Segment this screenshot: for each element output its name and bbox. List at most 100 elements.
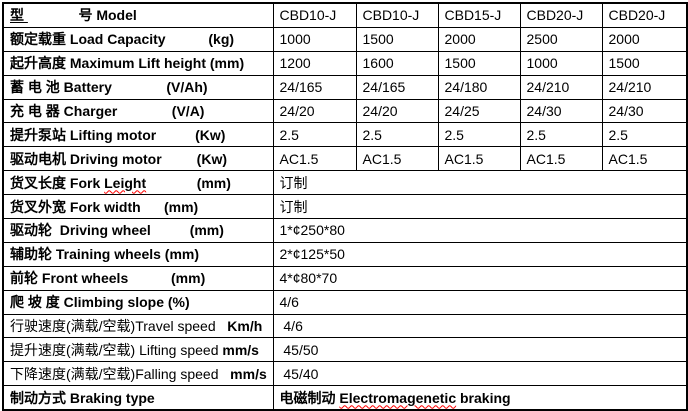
row-label-text: 驱动电机 Driving motor (Kw): [10, 150, 227, 167]
spec-value-cell: 24/20: [272, 98, 357, 124]
row-label-text: 额定载重 Load Capacity (kg): [10, 31, 235, 48]
row-label-text: Km/h: [227, 318, 263, 335]
spec-value-cell: AC1.5: [355, 146, 439, 172]
row-label-cell: 型 号 Model: [2, 2, 274, 28]
spec-value-cell: 24/25: [437, 98, 521, 124]
spec-value-cell: CBD10-J: [355, 2, 439, 28]
table-row: 货叉长度 Fork Leight (mm) 订制: [2, 170, 688, 196]
row-label-cell: 驱动电机 Driving motor (Kw): [2, 146, 274, 172]
spec-value-text: 45/50: [279, 341, 319, 358]
spec-value-cell: 1500: [437, 50, 521, 76]
spec-value-cell: CBD20-J: [519, 2, 603, 28]
spec-value-cell: CBD10-J: [272, 2, 357, 28]
table-row: 额定载重 Load Capacity (kg) 1000 1500 2000 2500 2…: [2, 26, 688, 52]
table-row: 型 号 Model CBD10-J CBD10-J CBD15-J CBD20-J CBD…: [2, 2, 688, 28]
table-row: 驱动轮 Driving wheel (mm) 1*¢250*80: [2, 218, 688, 243]
row-label-cell: 提升速度(满载/空载) Lifting speed mm/s: [2, 337, 274, 363]
table-row: 制动方式 Braking type 电磁制动 Electromagenetic b…: [2, 385, 688, 411]
table-row: 前轮 Front wheels (mm) 4*¢80*70: [2, 265, 688, 291]
table-row: 充 电 器 Charger (V/A) 24/20 24/20 24/25 24/30 2…: [2, 98, 688, 124]
spec-value-cell: 1000: [519, 50, 603, 76]
row-label-text: 蓄 电 池 Battery (V/Ah): [10, 79, 208, 96]
spec-value-cell: 1500: [601, 50, 688, 76]
table-row: 提升泵站 Lifting motor (Kw) 2.5 2.5 2.5 2.5 2.5: [2, 122, 688, 148]
table-row: 爬 坡 度 Climbing slope (%) 4/6: [2, 289, 688, 315]
spec-value-cell: 2.5: [437, 122, 521, 148]
row-label-text: 行驶速度(满载/空载)Travel speed: [10, 318, 228, 335]
spec-value-cell: CBD20-J: [601, 2, 688, 28]
row-label-text: 制动方式 Braking type: [10, 389, 155, 406]
spec-merged-value-cell: 4*¢80*70: [272, 265, 688, 291]
row-label-text: 爬 坡 度 Climbing slope (%): [10, 294, 190, 311]
spec-value-cell: AC1.5: [601, 146, 688, 172]
spec-merged-value-cell: 4/6: [272, 289, 688, 315]
table-row: 辅助轮 Training wheels (mm) 2*¢125*50: [2, 241, 688, 267]
row-label-cell: 行驶速度(满载/空载)Travel speed Km/h: [2, 313, 274, 339]
row-label-cell: 额定载重 Load Capacity (kg): [2, 26, 274, 52]
table-row: 行驶速度(满载/空载)Travel speed Km/h 4/6: [2, 313, 688, 339]
row-label-text: 提升泵站 Lifting motor (Kw): [10, 126, 226, 143]
spec-value-text: 订制: [279, 198, 308, 215]
row-label-cell: 辅助轮 Training wheels (mm): [2, 241, 274, 267]
spec-value-cell: 24/210: [519, 74, 603, 100]
row-label-text: 提升速度(满载/空载) Lifting speed: [10, 341, 223, 358]
row-label-text: 货叉外宽 Fork width (mm): [10, 198, 199, 215]
table-row: 蓄 电 池 Battery (V/Ah) 24/165 24/165 24/180 24…: [2, 74, 688, 100]
row-label-cell: 起升高度 Maximum Lift height (mm): [2, 50, 274, 76]
spec-value-text: 电磁制动: [279, 389, 340, 406]
spec-value-text: 4/6: [279, 318, 303, 335]
row-label-cell: 驱动轮 Driving wheel (mm): [2, 218, 274, 243]
spec-value-text: braking: [456, 389, 511, 406]
row-label-text: mm/s: [222, 341, 259, 358]
row-label-cell: 蓄 电 池 Battery (V/Ah): [2, 74, 274, 100]
row-label-text: mm/s: [230, 365, 267, 382]
spec-value-cell: 1600: [355, 50, 439, 76]
spec-value-text: 4/6: [279, 294, 299, 311]
row-label-text: 货叉长度 Fork: [10, 174, 105, 191]
spec-value-cell: 24/30: [519, 98, 603, 124]
spec-value-cell: 2500: [519, 26, 603, 52]
spec-value-cell: 2.5: [272, 122, 357, 148]
row-label-cell: 下降速度(满载/空载)Falling speed mm/s: [2, 361, 274, 387]
row-label-text: 辅助轮 Training wheels (mm): [10, 246, 200, 263]
table-row: 下降速度(满载/空载)Falling speed mm/s 45/40: [2, 361, 688, 387]
row-label-cell: 爬 坡 度 Climbing slope (%): [2, 289, 274, 315]
spec-value-cell: AC1.5: [437, 146, 521, 172]
spec-merged-value-cell: 订制: [272, 170, 688, 196]
spec-value-cell: 24/165: [355, 74, 439, 100]
row-label-cell: 充 电 器 Charger (V/A): [2, 98, 274, 124]
spec-value-text: 2*¢125*50: [279, 246, 345, 263]
row-label-cell: 货叉外宽 Fork width (mm): [2, 194, 274, 220]
spec-value-cell: 2000: [437, 26, 521, 52]
misspelled-word: Leight: [104, 174, 147, 191]
spec-value-cell: 2.5: [601, 122, 688, 148]
row-label-text: 起升高度 Maximum Lift height (mm): [10, 55, 245, 72]
row-label-text: 驱动轮 Driving wheel (mm): [10, 222, 224, 239]
row-label-text: 充 电 器 Charger (V/A): [10, 103, 205, 119]
row-label-text: (mm): [146, 174, 231, 191]
row-label-cell: 前轮 Front wheels (mm): [2, 265, 274, 291]
spec-value-text: 45/40: [279, 365, 319, 382]
spec-value-cell: 1500: [355, 26, 439, 52]
spec-merged-value-cell: 1*¢250*80: [272, 218, 688, 243]
row-label-cell: 提升泵站 Lifting motor (Kw): [2, 122, 274, 148]
table-row: 起升高度 Maximum Lift height (mm) 1200 1600 150…: [2, 50, 688, 76]
misspelled-word: Electromagenetic: [339, 389, 457, 406]
row-label-text: 号 Model: [27, 7, 137, 24]
spec-value-cell: 1200: [272, 50, 357, 76]
spec-merged-value-cell: 45/50: [272, 337, 688, 363]
spec-value-cell: AC1.5: [272, 146, 357, 172]
table-row: 提升速度(满载/空载) Lifting speed mm/s 45/50: [2, 337, 688, 363]
spec-value-cell: 1000: [272, 26, 357, 52]
spec-merged-value-cell: 4/6: [272, 313, 688, 339]
spec-value-cell: 2000: [601, 26, 688, 52]
row-label-text: 型: [10, 7, 28, 24]
spec-value-cell: AC1.5: [519, 146, 603, 172]
spec-value-cell: 24/30: [601, 98, 688, 124]
spec-merged-value-cell: 电磁制动 Electromagenetic braking: [272, 385, 688, 411]
spec-value-text: 订制: [279, 174, 308, 191]
row-label-cell: 货叉长度 Fork Leight (mm): [2, 170, 274, 196]
spec-value-cell: 2.5: [519, 122, 603, 148]
